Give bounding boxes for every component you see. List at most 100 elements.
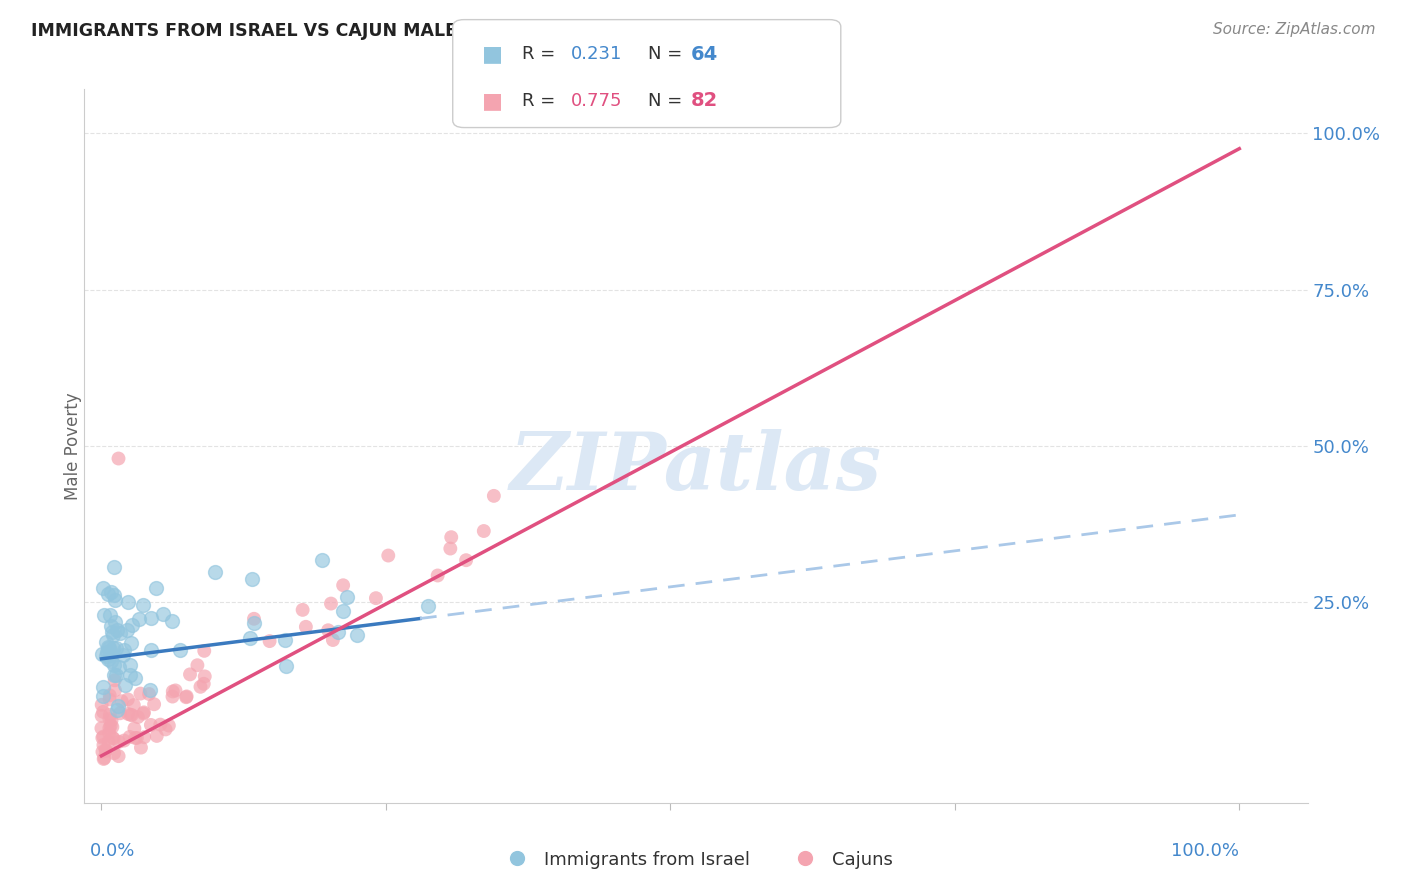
- Point: [139, 683, 162, 698]
- Text: 82: 82: [690, 91, 717, 111]
- Point: [91, 680, 114, 694]
- Point: [114, 677, 136, 691]
- Point: [240, 572, 263, 586]
- Point: [91, 581, 114, 595]
- Point: [179, 667, 201, 681]
- Point: [346, 628, 368, 642]
- Point: [97, 734, 120, 748]
- Point: [104, 683, 127, 698]
- Point: [98, 707, 121, 722]
- Point: [426, 568, 449, 582]
- Point: [121, 708, 143, 723]
- Point: [138, 687, 160, 701]
- Point: [94, 648, 117, 663]
- Point: [274, 659, 297, 673]
- Point: [100, 648, 122, 663]
- Point: [90, 709, 112, 723]
- Point: [96, 635, 118, 649]
- Point: [134, 730, 156, 744]
- Legend: Immigrants from Israel, Cajuns: Immigrants from Israel, Cajuns: [492, 844, 900, 876]
- Point: [94, 743, 117, 757]
- Point: [98, 689, 121, 703]
- Text: R =: R =: [522, 92, 561, 110]
- Point: [117, 595, 139, 609]
- Point: [274, 632, 297, 647]
- Point: [259, 634, 281, 648]
- Point: [101, 720, 124, 734]
- Text: N =: N =: [648, 45, 688, 63]
- Point: [91, 745, 114, 759]
- Point: [98, 712, 121, 726]
- Point: [100, 718, 122, 732]
- Point: [125, 731, 148, 745]
- Point: [377, 549, 399, 563]
- Point: [97, 651, 120, 665]
- Point: [328, 625, 350, 640]
- Point: [143, 698, 166, 712]
- Point: [107, 698, 129, 713]
- Point: [104, 668, 127, 682]
- Point: [193, 644, 215, 658]
- Text: 100.0%: 100.0%: [1171, 842, 1239, 860]
- Point: [186, 658, 208, 673]
- Point: [132, 706, 155, 721]
- Point: [104, 673, 127, 688]
- Point: [129, 687, 152, 701]
- Point: [112, 733, 135, 747]
- Point: [336, 590, 359, 604]
- Point: [97, 587, 120, 601]
- Point: [322, 633, 344, 648]
- Point: [291, 603, 314, 617]
- Point: [132, 598, 155, 612]
- Point: [94, 744, 117, 758]
- Point: [124, 731, 146, 745]
- Point: [242, 615, 264, 630]
- Point: [103, 731, 125, 746]
- Text: N =: N =: [648, 92, 688, 110]
- Text: 0.775: 0.775: [571, 92, 623, 110]
- Point: [117, 706, 139, 721]
- Point: [194, 669, 217, 683]
- Point: [124, 672, 146, 686]
- Point: [139, 718, 162, 732]
- Point: [93, 730, 115, 744]
- Point: [91, 689, 114, 703]
- Point: [91, 731, 114, 745]
- Point: [118, 667, 141, 681]
- Point: [103, 746, 125, 760]
- Point: [100, 585, 122, 599]
- Point: [103, 667, 125, 681]
- Point: [97, 640, 120, 655]
- Point: [103, 627, 125, 641]
- Point: [132, 706, 155, 720]
- Point: [107, 451, 129, 466]
- Text: IMMIGRANTS FROM ISRAEL VS CAJUN MALE POVERTY CORRELATION CHART: IMMIGRANTS FROM ISRAEL VS CAJUN MALE POV…: [31, 22, 768, 40]
- Point: [93, 608, 115, 623]
- Point: [117, 624, 139, 638]
- Point: [145, 581, 167, 595]
- Point: [118, 730, 141, 744]
- Point: [108, 706, 131, 721]
- Point: [129, 740, 152, 755]
- Point: [332, 604, 354, 618]
- Point: [112, 643, 135, 657]
- Point: [122, 698, 145, 712]
- Point: [295, 620, 318, 634]
- Point: [482, 489, 505, 503]
- Point: [174, 690, 197, 705]
- Point: [149, 717, 172, 731]
- Text: ■: ■: [482, 91, 503, 111]
- Point: [190, 680, 212, 694]
- Point: [111, 694, 134, 708]
- Point: [100, 714, 122, 728]
- Point: [103, 588, 125, 602]
- Point: [139, 643, 162, 657]
- Point: [127, 710, 149, 724]
- Point: [439, 541, 461, 556]
- Point: [120, 707, 142, 722]
- Point: [101, 731, 124, 745]
- Point: [98, 608, 121, 623]
- Point: [456, 553, 478, 567]
- Point: [152, 607, 174, 621]
- Point: [157, 718, 180, 732]
